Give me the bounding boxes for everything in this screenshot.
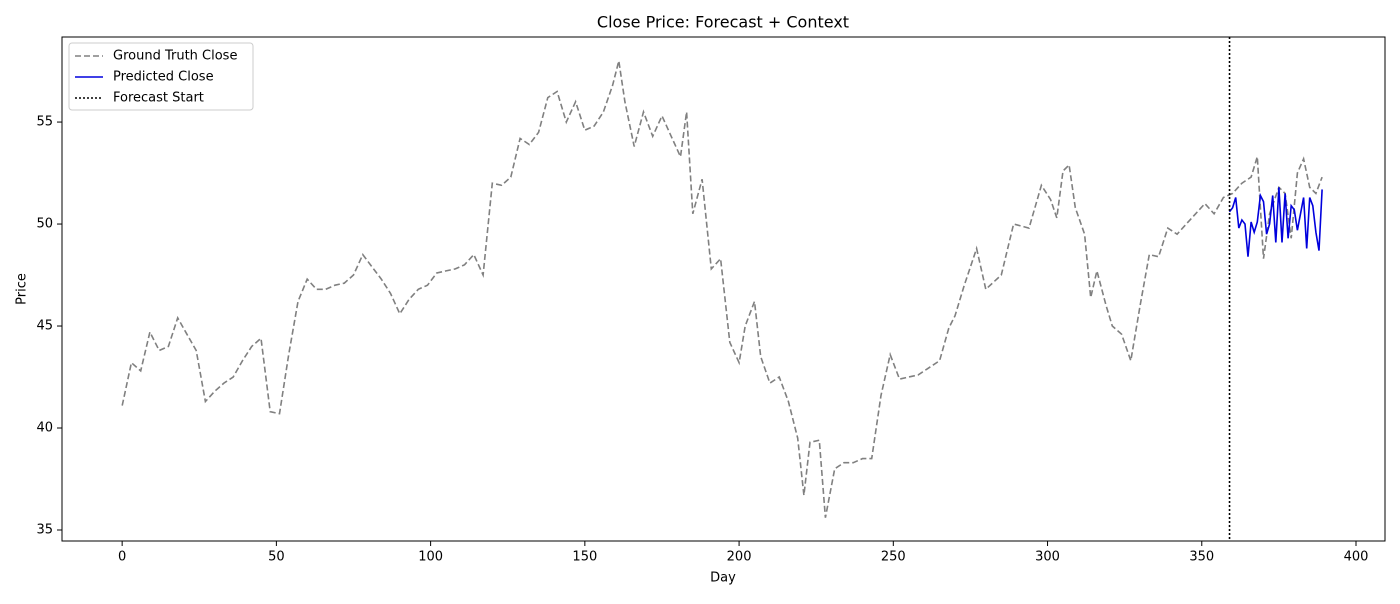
x-tick-label: 0 bbox=[118, 550, 126, 565]
y-tick-label: 35 bbox=[36, 522, 53, 537]
x-tick-label: 100 bbox=[418, 550, 443, 565]
chart-title: Close Price: Forecast + Context bbox=[597, 13, 849, 32]
y-tick-label: 40 bbox=[36, 421, 53, 436]
legend-box bbox=[68, 42, 254, 111]
x-tick-label: 200 bbox=[727, 550, 752, 565]
legend: Ground Truth Close Predicted Close Forecas… bbox=[68, 42, 254, 111]
y-tick-label: 50 bbox=[36, 217, 53, 232]
legend-label: Predicted Close bbox=[113, 70, 214, 85]
y-tick-label: 55 bbox=[36, 115, 53, 130]
plot-frame bbox=[61, 36, 1386, 542]
y-axis-label: Price bbox=[15, 273, 30, 305]
x-tick-label: 250 bbox=[881, 550, 906, 565]
series-line bbox=[1228, 187, 1323, 257]
series-line bbox=[121, 60, 1323, 518]
x-tick-label: 50 bbox=[268, 550, 285, 565]
legend-label: Ground Truth Close bbox=[113, 49, 237, 64]
x-tick-label: 150 bbox=[572, 550, 597, 565]
x-tick-label: 350 bbox=[1189, 550, 1214, 565]
legend-label: Forecast Start bbox=[113, 91, 204, 106]
y-tick-label: 45 bbox=[36, 319, 53, 334]
x-tick-label: 400 bbox=[1344, 550, 1369, 565]
x-axis-label: Day bbox=[710, 571, 736, 586]
x-tick-label: 300 bbox=[1035, 550, 1060, 565]
